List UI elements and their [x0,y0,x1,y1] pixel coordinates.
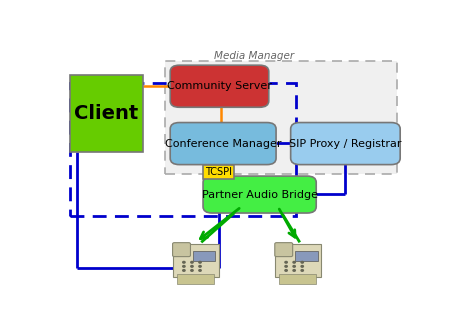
Circle shape [285,265,287,267]
Text: SIP Proxy / Registrar: SIP Proxy / Registrar [289,139,402,149]
Circle shape [285,270,287,271]
Text: Media Manager: Media Manager [214,51,294,61]
Circle shape [199,265,201,267]
FancyBboxPatch shape [295,251,317,261]
Text: Conference Manager: Conference Manager [165,139,281,149]
Circle shape [285,261,287,263]
FancyBboxPatch shape [275,244,321,277]
Circle shape [301,265,303,267]
Circle shape [293,270,295,271]
Circle shape [183,265,185,267]
Text: Client: Client [74,104,138,123]
Circle shape [293,261,295,263]
Circle shape [293,265,295,267]
Circle shape [191,265,193,267]
Circle shape [199,270,201,271]
Circle shape [183,270,185,271]
Text: Partner Audio Bridge: Partner Audio Bridge [202,190,317,200]
FancyBboxPatch shape [203,165,234,179]
FancyBboxPatch shape [275,243,292,257]
FancyBboxPatch shape [170,122,276,165]
FancyBboxPatch shape [177,274,214,284]
Circle shape [191,270,193,271]
FancyBboxPatch shape [172,243,190,257]
FancyBboxPatch shape [170,65,269,107]
Circle shape [199,261,201,263]
FancyBboxPatch shape [279,274,316,284]
FancyBboxPatch shape [165,61,397,173]
FancyBboxPatch shape [172,244,219,277]
Circle shape [301,270,303,271]
Text: Community Server: Community Server [167,81,272,91]
Text: TCSPI: TCSPI [205,166,232,177]
FancyBboxPatch shape [70,75,143,152]
Circle shape [183,261,185,263]
Circle shape [301,261,303,263]
FancyBboxPatch shape [291,122,400,165]
FancyBboxPatch shape [203,176,316,213]
FancyBboxPatch shape [193,251,215,261]
Circle shape [191,261,193,263]
